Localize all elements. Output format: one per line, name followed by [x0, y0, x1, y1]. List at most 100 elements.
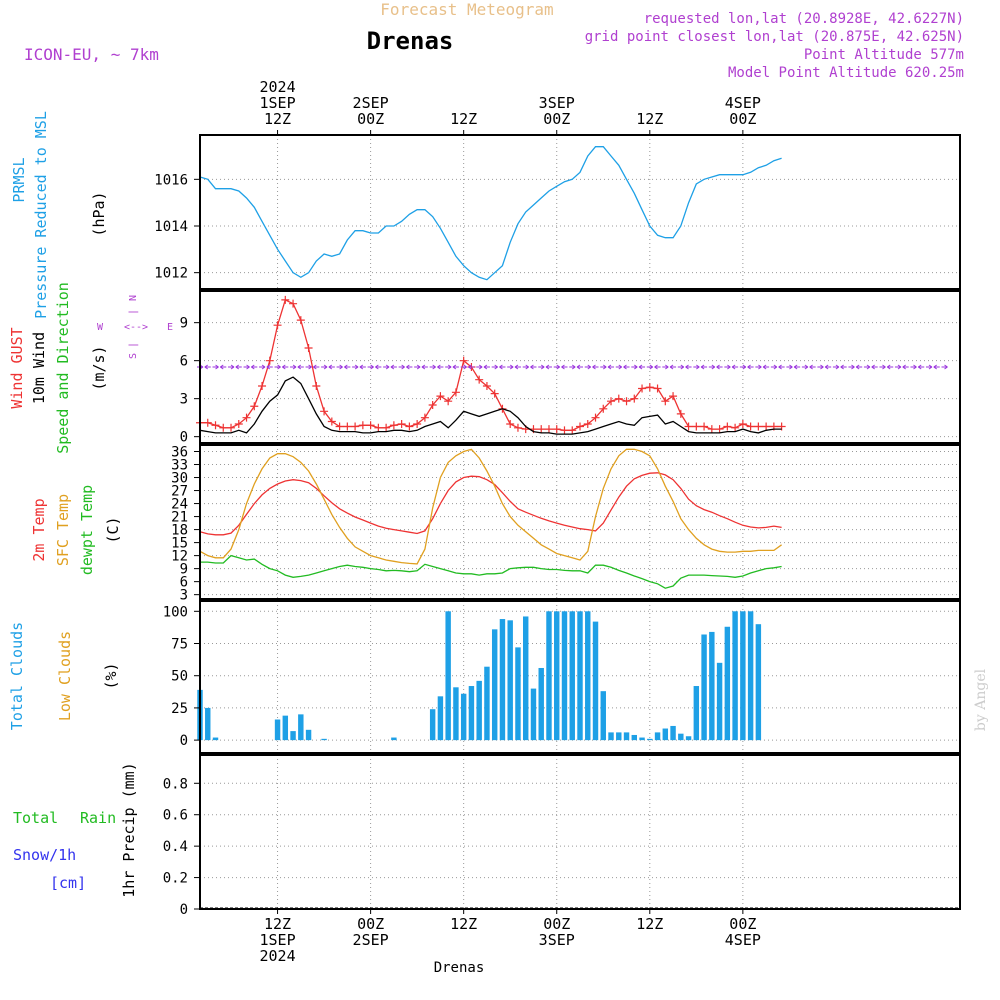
gust-marker: [591, 413, 600, 422]
y-tick-label: 50: [171, 669, 188, 685]
gust-marker: [568, 426, 577, 435]
gust-marker: [715, 425, 724, 434]
top-time-label: 1SEP: [259, 94, 295, 112]
cloud-bar: [724, 626, 731, 741]
gust-marker: [731, 423, 740, 432]
wind-direction-arrow: [607, 364, 615, 370]
wind-direction-arrow: [778, 364, 785, 370]
series-2m-temp: [199, 472, 782, 536]
cloud-bar: [298, 714, 304, 741]
wind-direction-arrow: [344, 364, 351, 370]
wind-direction-arrow: [755, 364, 762, 370]
top-time-label: 2SEP: [353, 94, 389, 112]
gust-marker: [211, 421, 220, 430]
top-time-label: 3SEP: [539, 94, 575, 112]
series-prmsl: [199, 146, 782, 281]
wind-direction-arrow: [421, 364, 428, 370]
gust-marker: [335, 422, 344, 431]
cloud-bar: [670, 725, 676, 741]
y-tick-label: 1014: [154, 219, 188, 235]
cloud-bar: [577, 611, 583, 741]
y-tick-label: 30: [171, 471, 188, 487]
cloud-bar: [453, 687, 459, 741]
y-tick-label: 15: [171, 536, 188, 552]
gust-marker: [676, 409, 685, 418]
y-tick-label: 75: [171, 637, 188, 653]
cloud-bar: [639, 737, 645, 741]
wind-direction-arrow: [724, 364, 731, 370]
gust-marker: [490, 389, 499, 398]
wind-direction-arrow: [383, 364, 390, 370]
y-tick-label: 18: [171, 523, 188, 539]
wind-direction-arrow: [352, 364, 359, 370]
gust-marker: [560, 426, 569, 435]
gust-marker: [358, 421, 367, 430]
wind-direction-arrow: [817, 364, 824, 370]
y-tick-label: 24: [171, 497, 188, 513]
panel-frame-precip: [199, 754, 961, 910]
wind-direction-arrow: [584, 364, 592, 370]
wind-direction-arrow: [631, 364, 638, 370]
bottom-time-label: 4SEP: [725, 931, 761, 949]
cloud-bar: [662, 728, 669, 741]
gust-marker: [653, 384, 662, 393]
cloud-bar: [600, 691, 606, 741]
wind-direction-arrow: [553, 364, 561, 370]
wind-direction-arrow: [476, 364, 483, 370]
wind-direction-arrow: [429, 364, 436, 370]
gust-marker: [320, 407, 329, 416]
wind-direction-arrow: [305, 364, 312, 370]
wind-direction-arrow: [809, 364, 816, 370]
cloud-bar: [507, 620, 513, 741]
gust-marker: [250, 402, 259, 411]
gust-marker: [537, 425, 546, 434]
cloud-bar: [468, 686, 475, 741]
y-tick-label: 9: [180, 316, 188, 332]
wind-direction-arrow: [592, 364, 599, 370]
cloud-bar: [716, 662, 723, 741]
gust-marker: [436, 392, 445, 401]
gust-marker: [219, 423, 228, 432]
cloud-bar: [546, 611, 552, 741]
wind-direction-arrow: [693, 364, 700, 370]
gust-marker: [327, 417, 336, 426]
gust-marker: [746, 422, 755, 431]
gust-marker: [754, 422, 763, 431]
cloud-bar: [654, 732, 661, 741]
series-dewpt-temp: [200, 554, 782, 589]
y-tick-label: 12: [171, 549, 188, 565]
wind-direction-arrow: [259, 364, 266, 370]
wind-direction-arrow: [530, 364, 537, 370]
gust-marker: [459, 356, 468, 365]
gust-marker: [684, 422, 693, 431]
cloud-bar: [592, 621, 599, 741]
wind-direction-arrow: [902, 364, 909, 370]
cloud-bar: [701, 634, 707, 741]
gust-marker: [513, 423, 522, 432]
cloud-bar: [523, 616, 529, 741]
cloud-bar: [476, 680, 482, 741]
y-tick-label: 0: [180, 430, 188, 446]
wind-direction-arrow: [452, 364, 459, 370]
gust-marker: [405, 422, 414, 431]
gust-marker: [374, 423, 383, 432]
gust-marker: [506, 420, 515, 428]
wind-direction-arrow: [491, 364, 498, 370]
cloud-bar: [554, 611, 560, 741]
cloud-bar: [321, 738, 327, 741]
cloud-bar: [608, 732, 614, 741]
gust-marker: [614, 394, 623, 403]
wind-direction-arrow: [204, 364, 211, 370]
cloud-bar: [647, 738, 653, 741]
wind-direction-arrow: [716, 364, 723, 370]
wind-direction-arrow: [538, 364, 545, 370]
cloud-bar: [391, 737, 397, 741]
gust-marker: [413, 420, 422, 428]
wind-direction-arrow: [251, 364, 258, 370]
wind-direction-arrow: [313, 364, 320, 370]
gust-marker: [351, 422, 360, 431]
wind-direction-arrow: [933, 364, 940, 370]
gust-marker: [296, 316, 305, 325]
y-tick-label: 0.4: [163, 839, 188, 855]
